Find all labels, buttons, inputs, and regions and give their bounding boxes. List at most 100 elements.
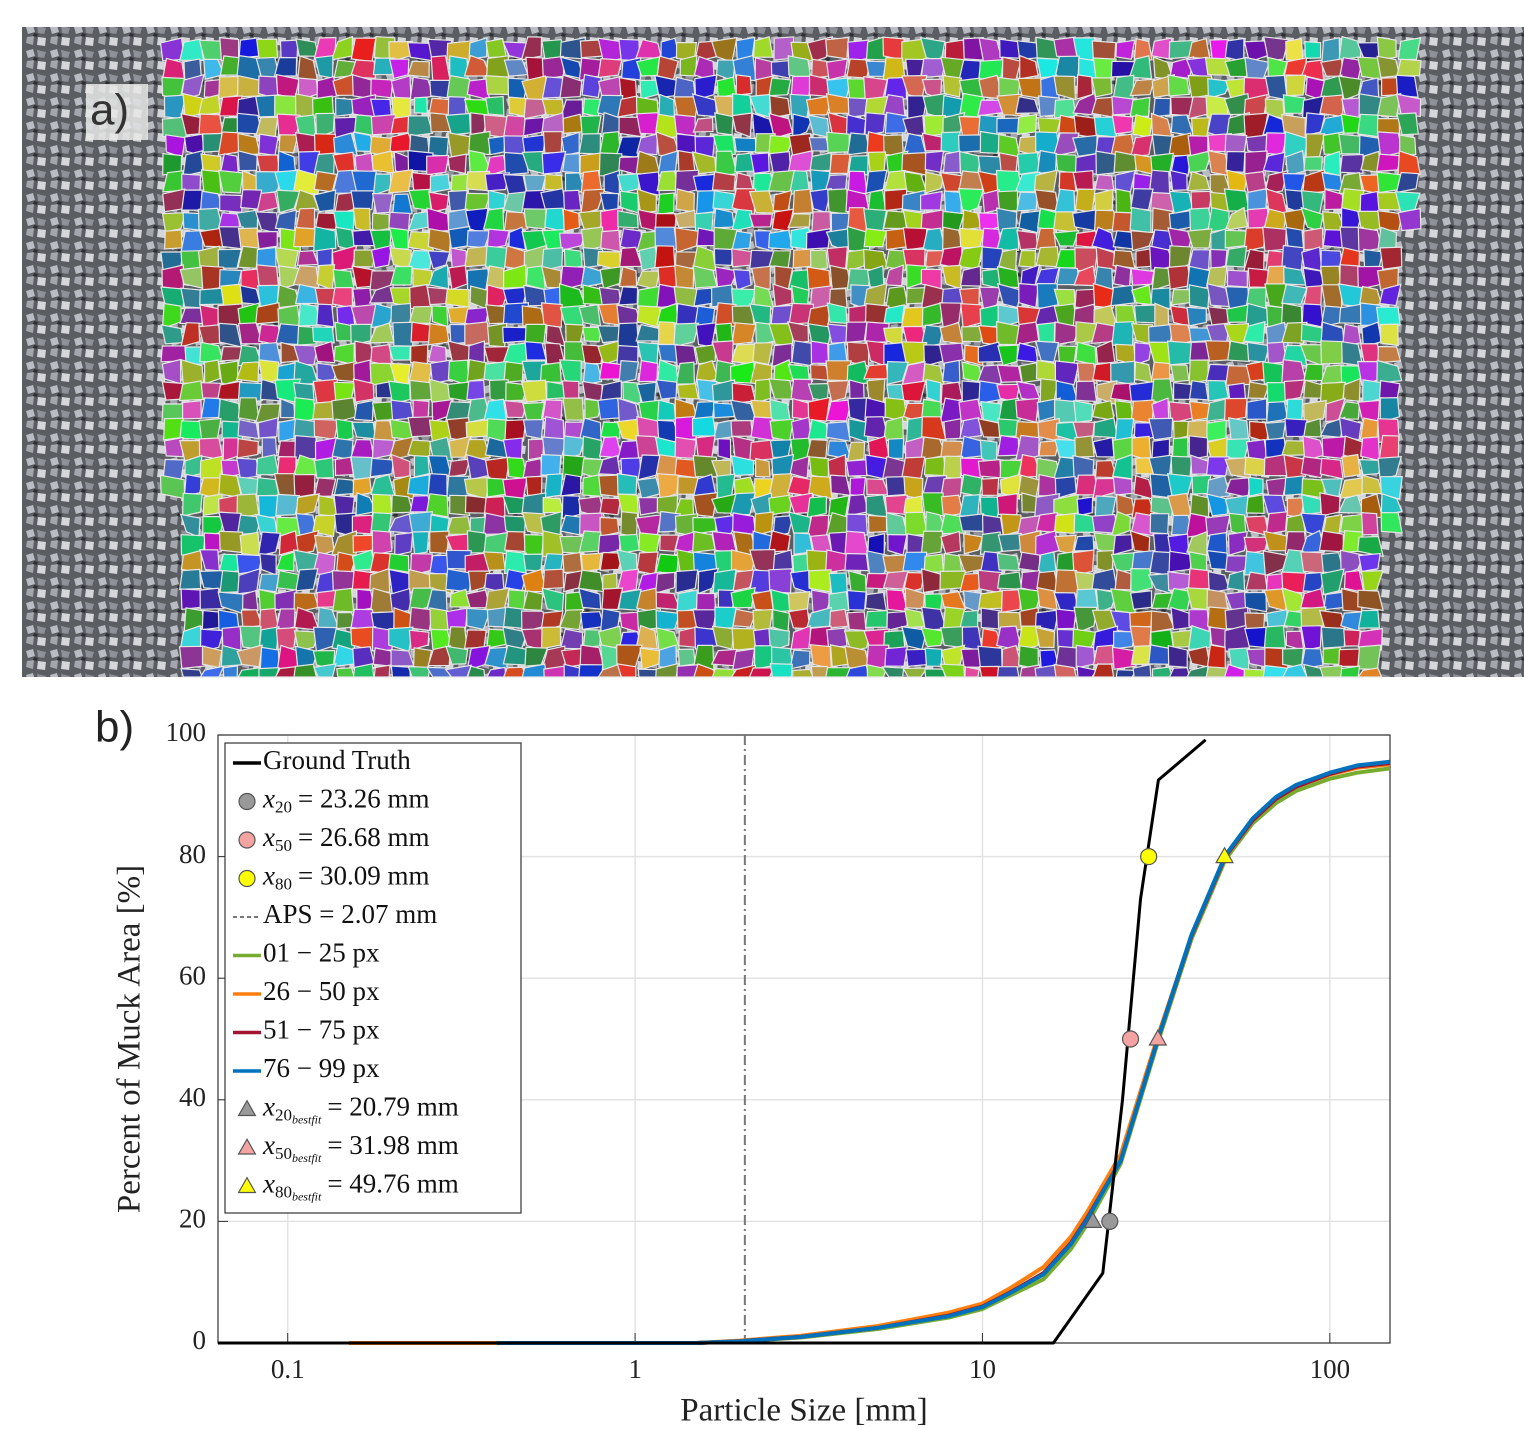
particle — [1282, 94, 1306, 114]
particle — [636, 133, 659, 156]
particle — [1130, 512, 1155, 537]
particle — [923, 553, 945, 573]
particle — [900, 380, 927, 402]
particle — [810, 340, 830, 365]
particle — [978, 324, 1002, 346]
particle — [1168, 190, 1194, 215]
series-line — [218, 738, 1207, 1345]
particle — [829, 153, 851, 175]
y-tick-label: 0 — [193, 1325, 207, 1355]
particle — [1320, 568, 1345, 596]
particle — [675, 361, 696, 385]
particle — [1224, 624, 1251, 652]
particle — [199, 628, 225, 653]
particle — [1227, 530, 1248, 556]
particle — [1339, 477, 1365, 500]
particle — [292, 381, 315, 403]
particle — [1266, 381, 1288, 406]
particle — [294, 283, 320, 305]
particle — [1357, 644, 1382, 670]
particle — [275, 189, 301, 214]
particle — [920, 57, 948, 79]
particle — [679, 54, 698, 77]
particle — [806, 266, 832, 290]
particle — [541, 436, 567, 460]
particle — [961, 325, 984, 343]
particle — [691, 530, 716, 553]
particle — [1036, 282, 1059, 309]
x-tick-label: 100 — [1310, 1354, 1351, 1384]
particle — [692, 491, 719, 518]
particle — [1073, 535, 1095, 552]
particle — [1166, 340, 1193, 366]
particle — [273, 56, 298, 77]
particle — [694, 74, 718, 101]
particle — [883, 76, 908, 100]
particle — [750, 589, 775, 612]
particle-mosaic — [159, 35, 1422, 678]
particle — [1375, 306, 1401, 329]
particle — [847, 418, 870, 444]
particle — [748, 667, 775, 678]
particle — [1206, 475, 1231, 500]
particle — [295, 529, 320, 555]
particle — [601, 587, 624, 611]
particle — [1207, 379, 1230, 402]
particle — [427, 322, 450, 346]
particle — [293, 630, 321, 652]
particle — [523, 208, 547, 230]
particle — [600, 229, 622, 253]
particle — [903, 475, 924, 500]
particle — [960, 473, 984, 497]
particle — [1072, 92, 1099, 116]
particle — [542, 130, 563, 154]
particle — [828, 591, 850, 612]
particle — [1300, 625, 1323, 651]
particle — [218, 360, 239, 386]
legend-label: x50 = 26.68 mm — [262, 822, 429, 855]
particle — [237, 150, 258, 172]
particle — [1074, 435, 1095, 458]
particle — [748, 213, 774, 228]
particle — [581, 435, 603, 461]
particle — [503, 151, 529, 176]
particle — [582, 473, 603, 498]
legend-value: = 30.09 mm — [298, 861, 429, 891]
particle — [1092, 57, 1117, 80]
particle — [807, 418, 830, 440]
particle — [959, 416, 983, 440]
particle — [235, 361, 260, 383]
legend-marker — [238, 792, 256, 811]
particle — [618, 265, 638, 288]
particle — [390, 665, 411, 678]
particle — [1132, 113, 1153, 138]
particle — [371, 530, 393, 556]
particle — [717, 438, 732, 460]
particle — [1113, 150, 1138, 174]
particle — [1281, 321, 1308, 344]
particle — [732, 268, 752, 291]
particle — [809, 249, 829, 271]
particle — [466, 665, 486, 678]
marker — [1101, 1212, 1119, 1231]
particle — [1397, 207, 1422, 232]
particle — [884, 646, 909, 667]
particle — [181, 492, 203, 517]
particle — [278, 134, 299, 154]
particle — [959, 572, 984, 593]
particle — [865, 169, 888, 194]
particle — [635, 624, 659, 650]
particle — [730, 208, 753, 233]
particle — [334, 456, 355, 477]
particle — [657, 150, 679, 177]
particle — [1186, 306, 1207, 327]
particle — [316, 303, 335, 328]
particle — [1283, 454, 1307, 479]
label-box — [86, 84, 148, 140]
particle — [979, 531, 1003, 556]
particle — [806, 438, 828, 459]
particle — [1112, 630, 1137, 650]
particle — [1053, 321, 1080, 346]
particle — [502, 476, 528, 499]
particle — [331, 437, 354, 461]
